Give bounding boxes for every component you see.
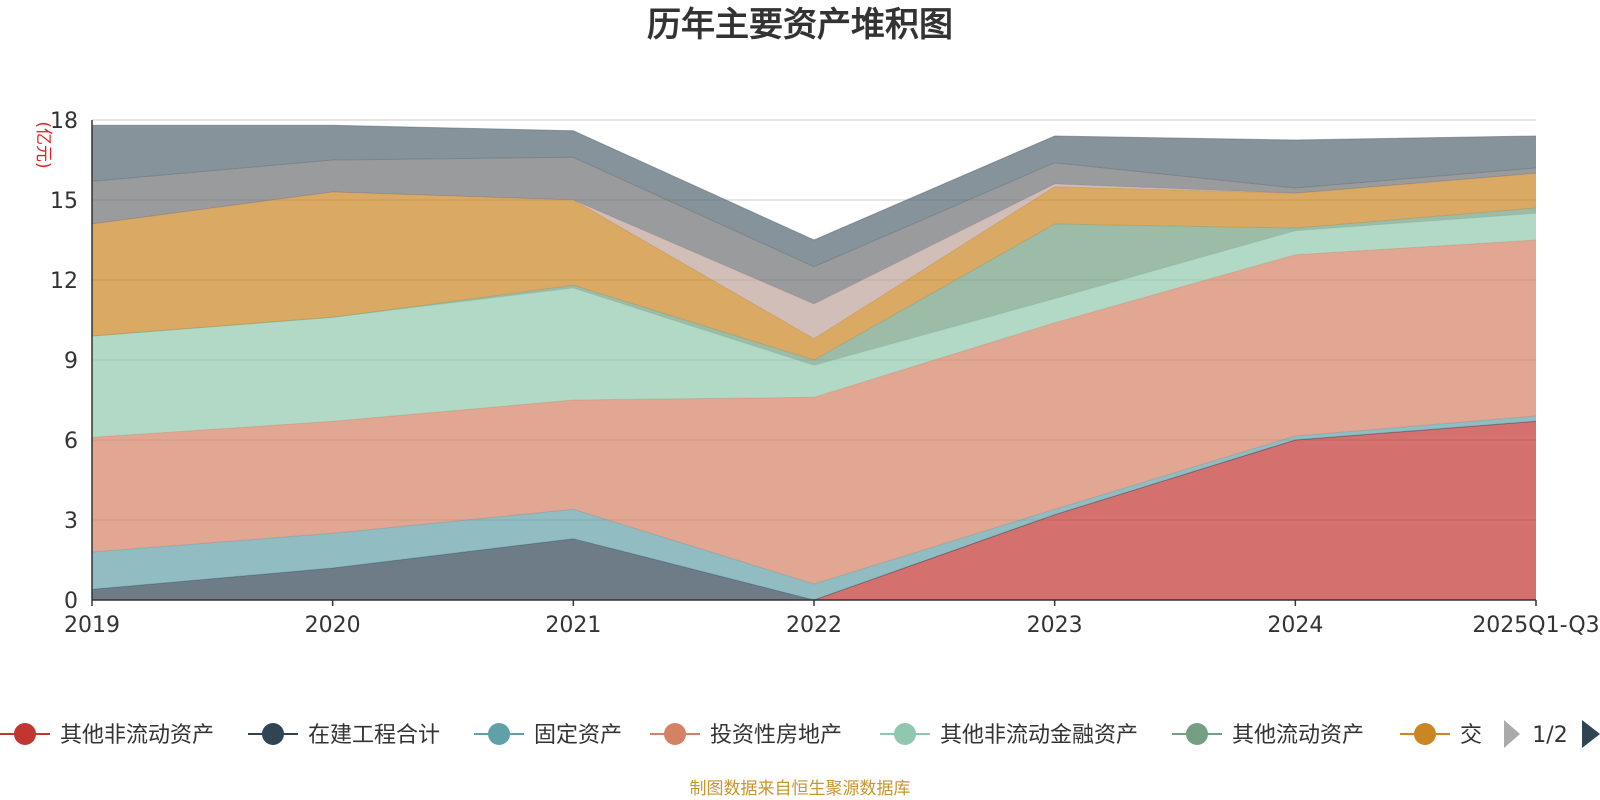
legend-item: 固定资产: [474, 723, 622, 748]
y-axis-unit-label: (亿元): [33, 121, 53, 168]
area-在建工程合计: [92, 421, 1536, 600]
legend-prev-page-icon[interactable]: [1504, 720, 1520, 748]
y-tick-label: 0: [64, 589, 78, 614]
chart-title: 历年主要资产堆积图: [647, 5, 953, 45]
legend-marker: [1414, 723, 1436, 745]
area-应收账款: [92, 125, 1536, 267]
legend-item: 在建工程合计: [248, 723, 440, 748]
legend-item: 交: [1400, 723, 1482, 748]
legend-label: 在建工程合计: [308, 723, 440, 748]
x-tick-label: 2025Q1-Q3: [1472, 613, 1599, 638]
x-tick-label: 2022: [786, 613, 842, 638]
x-tick-label: 2024: [1267, 613, 1323, 638]
legend-marker: [14, 723, 36, 745]
legend-label: 其他非流动金融资产: [940, 723, 1138, 748]
legend-label: 固定资产: [534, 723, 622, 748]
legend-marker: [664, 723, 686, 745]
area-其他流动资产: [92, 208, 1536, 366]
y-tick-label: 6: [64, 429, 78, 454]
data-source-note: 制图数据来自恒生聚源数据库: [690, 779, 911, 799]
legend-marker: [1186, 723, 1208, 745]
y-tick-label: 3: [64, 509, 78, 534]
area-交易性金融资产: [92, 173, 1536, 360]
legend-item: 其他非流动金融资产: [880, 723, 1138, 748]
legend-marker: [894, 723, 916, 745]
area-货币资金: [92, 157, 1536, 304]
legend-next-page-icon[interactable]: [1582, 720, 1600, 748]
legend-item: 其他流动资产: [1172, 723, 1364, 748]
legend-item: 其他非流动资产: [0, 723, 214, 748]
legend-label: 投资性房地产: [710, 723, 842, 748]
legend-page-indicator: 1/2: [1532, 723, 1567, 748]
legend-marker: [262, 723, 284, 745]
legend-marker: [488, 723, 510, 745]
legend-label: 交: [1460, 723, 1482, 748]
area-其他非流动金融资产: [92, 213, 1536, 438]
y-tick-label: 12: [50, 269, 78, 294]
y-tick-label: 9: [64, 349, 78, 374]
y-tick-label: 18: [50, 109, 78, 134]
area-其他非流动资产: [92, 421, 1536, 600]
area-series-group: [91, 124, 1537, 601]
legend-item: 投资性房地产: [650, 723, 842, 748]
area-投资性房地产: [92, 240, 1536, 584]
area-其他应收款: [92, 173, 1536, 339]
x-tick-label: 2023: [1027, 613, 1083, 638]
x-tick-label: 2020: [305, 613, 361, 638]
x-tick-label: 2019: [64, 613, 120, 638]
x-tick-label: 2021: [545, 613, 601, 638]
area-edge-应收账款: [92, 124, 1537, 241]
legend-label: 其他非流动资产: [60, 723, 214, 748]
y-tick-label: 15: [50, 189, 78, 214]
axes: 2019 2020 2021 2022 2023 2024 2025Q1-Q3: [64, 120, 1600, 638]
legend: 其他非流动资产 在建工程合计 固定资产 投资性房地产 其他非流动金融资产 其他流动资产 交 1…: [0, 720, 1600, 748]
legend-label: 其他流动资产: [1232, 723, 1364, 748]
